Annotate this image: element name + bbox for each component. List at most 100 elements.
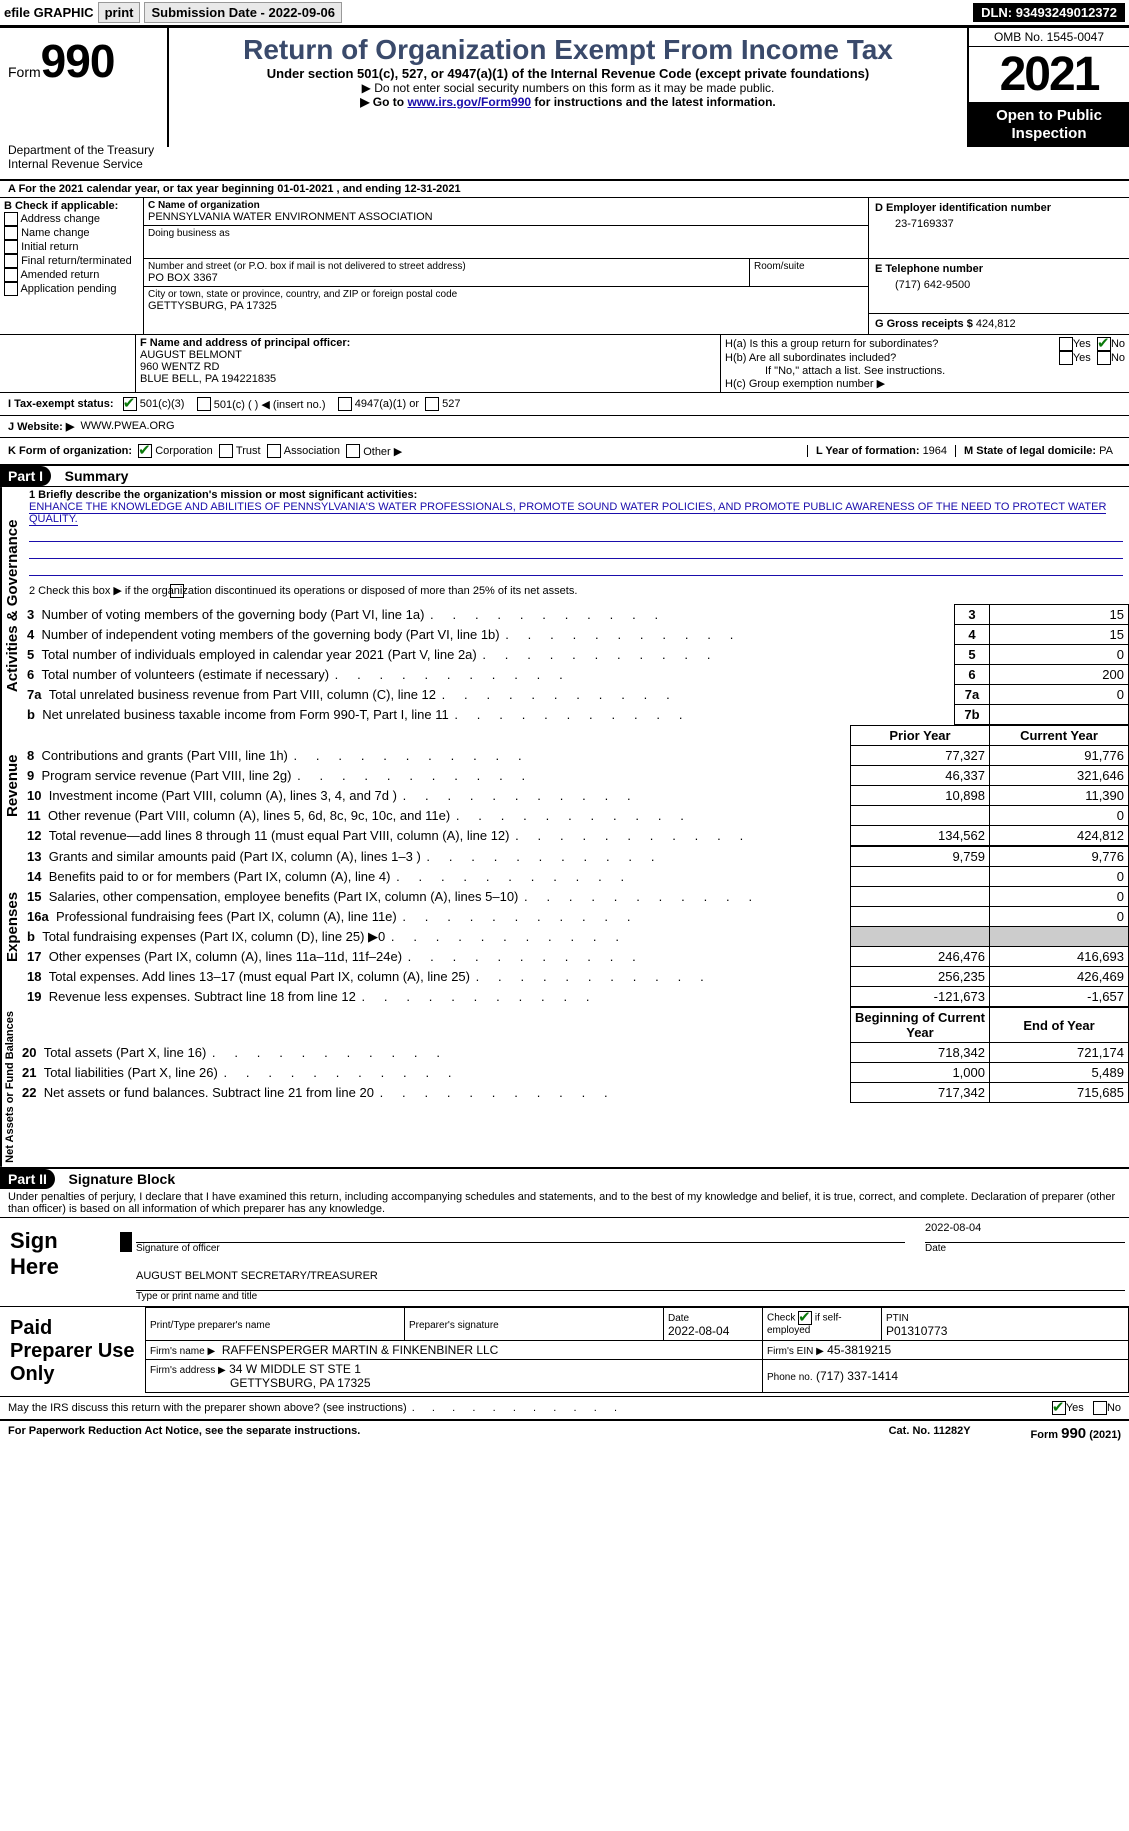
firm-phone: (717) 337-1414 bbox=[816, 1369, 898, 1383]
j-label: J Website: ▶ bbox=[8, 420, 74, 433]
self-emp-label: Check bbox=[767, 1313, 798, 1324]
block-f-h: F Name and address of principal officer:… bbox=[0, 334, 1129, 392]
ha-yes-checkbox[interactable] bbox=[1059, 337, 1073, 351]
irs-link[interactable]: www.irs.gov/Form990 bbox=[407, 95, 531, 109]
k-label: K Form of organization: bbox=[8, 445, 132, 457]
discuss-yes-checkbox[interactable]: ✔ bbox=[1052, 1401, 1066, 1415]
part2-bar: Part II bbox=[0, 1169, 55, 1189]
section-h: H(a) Is this a group return for subordin… bbox=[720, 335, 1129, 392]
c-label: C Name of organization bbox=[148, 200, 864, 211]
efile-label: efile GRAPHIC bbox=[4, 5, 94, 20]
vert-gov: Activities & Governance bbox=[0, 487, 23, 725]
line-i: I Tax-exempt status: ✔ 501(c)(3) 501(c) … bbox=[0, 392, 1129, 415]
b-opt-final[interactable]: Final return/terminated bbox=[4, 254, 139, 268]
paid-preparer-block: Paid Preparer Use Only Print/Type prepar… bbox=[0, 1306, 1129, 1396]
i-label: I Tax-exempt status: bbox=[8, 398, 114, 410]
b-opt-pending[interactable]: Application pending bbox=[4, 282, 139, 296]
m-label: M State of legal domicile: bbox=[964, 445, 1096, 457]
type-name-label: Type or print name and title bbox=[136, 1291, 1125, 1302]
arrow-icon bbox=[120, 1232, 132, 1252]
k-corp-checkbox[interactable]: ✔ bbox=[138, 444, 152, 458]
gov-row-4: 4 Number of independent voting members o… bbox=[23, 625, 1129, 645]
footer-left: For Paperwork Reduction Act Notice, see … bbox=[8, 1425, 360, 1442]
ein-value: 23-7169337 bbox=[875, 214, 1123, 230]
firm-ein: 45-3819215 bbox=[827, 1343, 891, 1357]
firm-addr2: GETTYSBURG, PA 17325 bbox=[230, 1376, 371, 1390]
officer-street: 960 WENTZ RD bbox=[140, 361, 716, 373]
officer-city: BLUE BELL, PA 194221835 bbox=[140, 373, 716, 385]
section-net: Net Assets or Fund Balances Beginning of… bbox=[0, 1007, 1129, 1167]
self-emp-checkbox[interactable]: ✔ bbox=[798, 1311, 812, 1325]
net-table: Beginning of Current YearEnd of Year 20 … bbox=[18, 1007, 1129, 1103]
part2-title: Signature Block bbox=[59, 1171, 176, 1187]
rev-rows-row-12: 12 Total revenue—add lines 8 through 11 … bbox=[23, 826, 1129, 846]
e-label: E Telephone number bbox=[875, 263, 1123, 275]
sign-here-label: Sign Here bbox=[0, 1218, 120, 1306]
street-value: PO BOX 3367 bbox=[148, 272, 745, 284]
line1-label: 1 Briefly describe the organization's mi… bbox=[29, 489, 417, 501]
pp-sig-label: Preparer's signature bbox=[409, 1320, 499, 1331]
dba-label: Doing business as bbox=[148, 228, 864, 239]
exp-rows-row-18: 18 Total expenses. Add lines 13–17 (must… bbox=[23, 967, 1129, 987]
line2-checkbox[interactable] bbox=[170, 584, 184, 598]
return-title: Return of Organization Exempt From Incom… bbox=[175, 34, 961, 66]
i-501c3-checkbox[interactable]: ✔ bbox=[123, 397, 137, 411]
rev-table: Prior YearCurrent Year 8 Contributions a… bbox=[23, 725, 1129, 846]
exp-rows-row-14: 14 Benefits paid to or for members (Part… bbox=[23, 867, 1129, 887]
hb-yes-checkbox[interactable] bbox=[1059, 351, 1073, 365]
city-label: City or town, state or province, country… bbox=[148, 289, 864, 300]
exp-rows-row-b: b Total fundraising expenses (Part IX, c… bbox=[23, 927, 1129, 947]
officer-name: AUGUST BELMONT bbox=[140, 349, 716, 361]
hdr-end: End of Year bbox=[990, 1008, 1129, 1043]
vert-net: Net Assets or Fund Balances bbox=[0, 1007, 18, 1167]
gov-row-5: 5 Total number of individuals employed i… bbox=[23, 645, 1129, 665]
discuss-line: May the IRS discuss this return with the… bbox=[0, 1396, 1129, 1419]
b-opt-name[interactable]: Name change bbox=[4, 226, 139, 240]
declaration-text: Under penalties of perjury, I declare th… bbox=[0, 1189, 1129, 1217]
firm-phone-label: Phone no. bbox=[767, 1372, 813, 1383]
sig-date: 2022-08-04 bbox=[925, 1222, 1125, 1243]
b-opt-amended[interactable]: Amended return bbox=[4, 268, 139, 282]
line-a: A For the 2021 calendar year, or tax yea… bbox=[0, 179, 1129, 197]
b-opt-initial[interactable]: Initial return bbox=[4, 240, 139, 254]
hb-no-checkbox[interactable] bbox=[1097, 351, 1111, 365]
b-opt-address[interactable]: Address change bbox=[4, 212, 139, 226]
tax-year: 2021 bbox=[969, 47, 1129, 103]
hb-note: If "No," attach a list. See instructions… bbox=[725, 365, 1125, 377]
part1-header: Part I Summary bbox=[0, 464, 1129, 486]
pp-date-label: Date bbox=[668, 1313, 689, 1324]
section-c: C Name of organization PENNSYLVANIA WATE… bbox=[144, 198, 868, 334]
gov-row-6: 6 Total number of volunteers (estimate i… bbox=[23, 665, 1129, 685]
ptin-value: P01310773 bbox=[886, 1324, 947, 1338]
hdr-prior: Prior Year bbox=[851, 726, 990, 746]
rev-rows-row-10: 10 Investment income (Part VIII, column … bbox=[23, 786, 1129, 806]
dept-treasury: Department of the TreasuryInternal Reven… bbox=[0, 141, 171, 173]
f-label: F Name and address of principal officer: bbox=[140, 337, 716, 349]
net-rows-row-21: 21 Total liabilities (Part X, line 26)1,… bbox=[18, 1063, 1129, 1083]
g-label: G Gross receipts $ bbox=[875, 318, 973, 330]
ha-no-checkbox[interactable]: ✔ bbox=[1097, 337, 1111, 351]
form-header: Form990 Return of Organization Exempt Fr… bbox=[0, 26, 1129, 147]
print-button[interactable]: print bbox=[98, 2, 141, 23]
i-4947-checkbox[interactable] bbox=[338, 397, 352, 411]
phone-value: (717) 642-9500 bbox=[875, 275, 1123, 291]
footer-mid: Cat. No. 11282Y bbox=[889, 1425, 971, 1442]
i-527-checkbox[interactable] bbox=[425, 397, 439, 411]
year-box: OMB No. 1545-0047 2021 Open to PublicIns… bbox=[967, 28, 1129, 147]
paid-preparer-label: Paid Preparer Use Only bbox=[0, 1307, 145, 1396]
i-501c-checkbox[interactable] bbox=[197, 397, 211, 411]
section-gov: Activities & Governance 1 Briefly descri… bbox=[0, 486, 1129, 725]
gov-table: 3 Number of voting members of the govern… bbox=[23, 604, 1129, 725]
k-assoc-checkbox[interactable] bbox=[267, 444, 281, 458]
vert-rev: Revenue bbox=[0, 725, 23, 846]
k-other-checkbox[interactable] bbox=[346, 444, 360, 458]
pp-name-label: Print/Type preparer's name bbox=[150, 1320, 270, 1331]
part2-header: Part II Signature Block bbox=[0, 1167, 1129, 1189]
discuss-no-checkbox[interactable] bbox=[1093, 1401, 1107, 1415]
firm-ein-label: Firm's EIN ▶ bbox=[767, 1346, 824, 1357]
firm-name-label: Firm's name ▶ bbox=[150, 1346, 215, 1357]
mission-text: ENHANCE THE KNOWLEDGE AND ABILITIES OF P… bbox=[29, 501, 1106, 526]
section-f: F Name and address of principal officer:… bbox=[136, 335, 720, 392]
k-trust-checkbox[interactable] bbox=[219, 444, 233, 458]
line2: 2 Check this box ▶ if the organization d… bbox=[23, 578, 1129, 604]
